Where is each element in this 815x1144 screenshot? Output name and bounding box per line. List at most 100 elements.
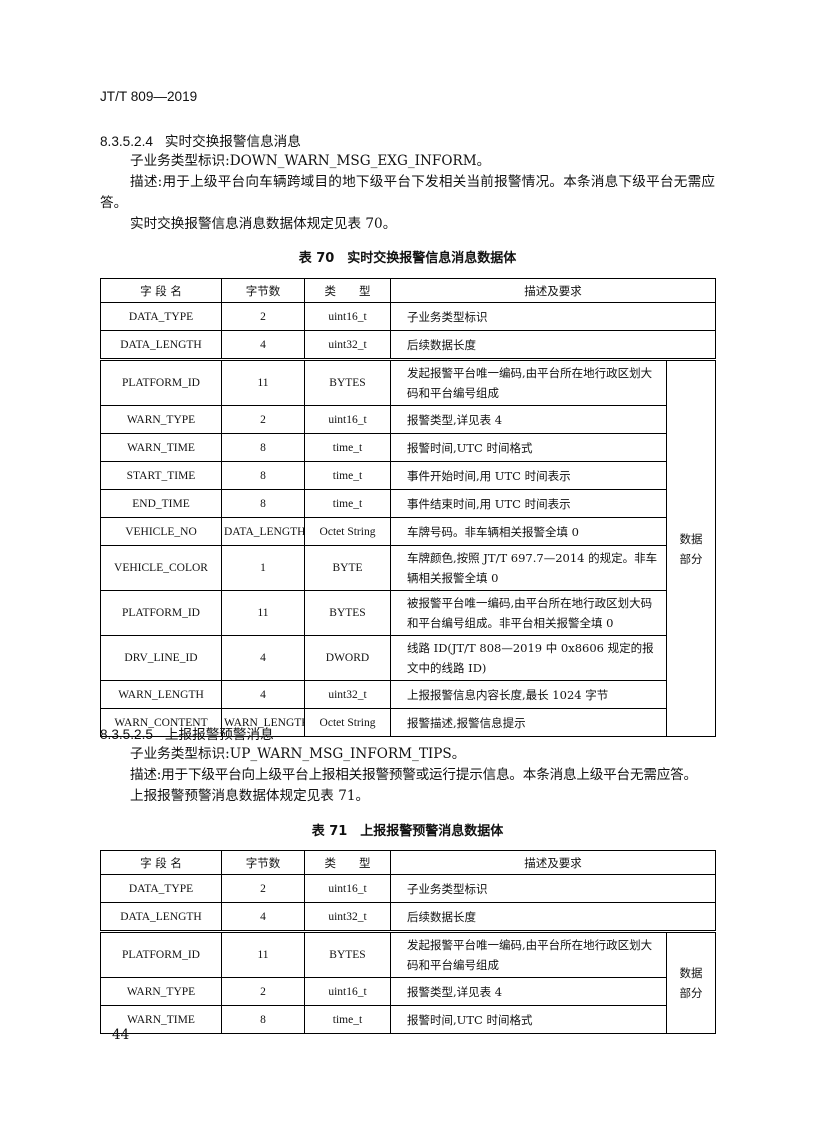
table-cell: 8 — [221, 433, 305, 462]
paragraph: 描述:用于下级平台向上级平台上报相关报警预警或运行提示信息。本条消息上级平台无需… — [130, 767, 697, 783]
section-body: 子业务类型标识:DOWN_WARN_MSG_EXG_INFORM。 描述:用于上… — [100, 151, 715, 235]
table-cell: WARN_TYPE — [100, 977, 222, 1006]
table-cell: uint16_t — [304, 405, 391, 434]
paragraph: 描述:用于上级平台向车辆跨域目的地下级平台下发相关当前报警情况。本条消息下级平台… — [100, 174, 715, 211]
table-cell: END_TIME — [100, 489, 222, 518]
table-row: WARN_TIME 8 time_t 报警时间,UTC 时间格式 — [100, 433, 716, 462]
header-row: 字 段 名字节数类 型描述及要求 — [100, 278, 716, 303]
table-cell: DATA_LENGTH — [100, 330, 222, 360]
table-cell: BYTES — [304, 358, 391, 406]
description-cell: 被报警平台唯一编码,由平台所在地行政区划大码和平台编号组成。非平台相关报警全填 … — [390, 590, 667, 636]
table-cell: uint32_t — [304, 330, 391, 360]
description-cell: 报警类型,详见表 4 — [390, 405, 667, 434]
table-cell: 11 — [221, 930, 305, 978]
table-cell: PLATFORM_ID — [100, 358, 222, 406]
paragraph: 子业务类型标识:DOWN_WARN_MSG_EXG_INFORM。 — [130, 153, 491, 169]
description-cell: 子业务类型标识 — [390, 302, 716, 331]
table-cell: VEHICLE_NO — [100, 517, 222, 546]
table-cell: DATA_LENGTH — [100, 902, 222, 932]
table-cell: 11 — [221, 358, 305, 406]
description-cell: 线路 ID(JT/T 808—2019 中 0x8606 规定的报文中的线路 I… — [390, 635, 667, 681]
description-cell: 事件结束时间,用 UTC 时间表示 — [390, 489, 667, 518]
table-body: 字 段 名字节数类 型描述及要求 DATA_TYPE 2 uint16_t 子业务类型标… — [100, 850, 716, 1034]
table-cell: BYTES — [304, 930, 391, 978]
table-cell: 8 — [221, 1005, 305, 1034]
description-cell: 后续数据长度 — [390, 330, 716, 360]
header-row: 字 段 名字节数类 型描述及要求 — [100, 850, 716, 875]
table-cell: 8 — [221, 461, 305, 490]
header-cell: 描述及要求 — [390, 850, 716, 875]
section-body: 子业务类型标识:UP_WARN_MSG_INFORM_TIPS。 描述:用于下级… — [100, 744, 715, 807]
table-row: END_TIME 8 time_t 事件结束时间,用 UTC 时间表示 — [100, 489, 716, 518]
table-row: VEHICLE_NO DATA_LENGTH Octet String 车牌号码。非车… — [100, 517, 716, 546]
description-cell: 上报报警信息内容长度,最长 1024 字节 — [390, 680, 667, 709]
table-row: START_TIME 8 time_t 事件开始时间,用 UTC 时间表示 — [100, 461, 716, 490]
table-row: VEHICLE_COLOR 1 BYTE 车牌颜色,按照 JT/T 697.7—201… — [100, 545, 716, 591]
table-cell: DATA_LENGTH — [221, 517, 305, 546]
table-cell: PLATFORM_ID — [100, 590, 222, 636]
paragraph: 子业务类型标识:UP_WARN_MSG_INFORM_TIPS。 — [130, 746, 466, 762]
description-cell: 车牌颜色,按照 JT/T 697.7—2014 的规定。非车辆相关报警全填 0 — [390, 545, 667, 591]
table-cell: 8 — [221, 489, 305, 518]
group-cell: 数据 部分 — [666, 930, 716, 1034]
section-number: 8.3.5.2.4 — [100, 134, 153, 149]
description-cell: 发起报警平台唯一编码,由平台所在地行政区划大码和平台编号组成 — [390, 930, 667, 978]
description-cell: 发起报警平台唯一编码,由平台所在地行政区划大码和平台编号组成 — [390, 358, 667, 406]
table-cell: WARN_CONTENT — [100, 708, 222, 737]
description-cell: 车牌号码。非车辆相关报警全填 0 — [390, 517, 667, 546]
table-cell: WARN_TYPE — [100, 405, 222, 434]
description-cell: 报警时间,UTC 时间格式 — [390, 433, 667, 462]
table-row: DATA_LENGTH 4 uint32_t 后续数据长度 — [100, 902, 716, 932]
table-cell: uint32_t — [304, 680, 391, 709]
section-title: 实时交换报警信息消息 — [164, 134, 301, 150]
table-cell: DATA_TYPE — [100, 874, 222, 903]
table-row: PLATFORM_ID 11 BYTES 发起报警平台唯一编码,由平台所在地行政区划大… — [100, 358, 716, 737]
description-cell: 子业务类型标识 — [390, 874, 716, 903]
table-cell: Octet String — [304, 708, 391, 737]
table-cell: time_t — [304, 461, 391, 490]
description-cell: 报警描述,报警信息提示 — [390, 708, 667, 737]
table-row: WARN_LENGTH 4 uint32_t 上报报警信息内容长度,最长 1024 字… — [100, 680, 716, 709]
table-cell: 11 — [221, 590, 305, 636]
table-cell: 1 — [221, 545, 305, 591]
data-table: 字 段 名字节数类 型描述及要求 DATA_TYPE 2 uint16_t 子业务类型标… — [100, 850, 716, 1034]
table-cell: WARN_LENGTH — [221, 708, 305, 737]
table-cell: START_TIME — [100, 461, 222, 490]
group-cell: 数据 部分 — [666, 358, 716, 737]
table-cell: DRV_LINE_ID — [100, 635, 222, 681]
table-row: WARN_TYPE 2 uint16_t 报警类型,详见表 4 — [100, 977, 716, 1006]
header-cell: 类 型 — [304, 278, 391, 303]
paragraph: 实时交换报警信息消息数据体规定见表 70。 — [130, 216, 397, 232]
table-row: DATA_TYPE 2 uint16_t 子业务类型标识 — [100, 874, 716, 903]
table-cell: time_t — [304, 1005, 391, 1034]
table-body: 字 段 名字节数类 型描述及要求 DATA_TYPE 2 uint16_t 子业务类型标… — [100, 278, 716, 737]
table-cell: 4 — [221, 680, 305, 709]
section-title: 上报报警预警消息 — [164, 727, 274, 743]
section-number: 8.3.5.2.5 — [100, 727, 153, 742]
table-cell: 2 — [221, 874, 305, 903]
table-cell: uint16_t — [304, 977, 391, 1006]
table-cell: VEHICLE_COLOR — [100, 545, 222, 591]
table-cell: 2 — [221, 302, 305, 331]
header-cell: 类 型 — [304, 850, 391, 875]
table-cell: PLATFORM_ID — [100, 930, 222, 978]
table-cell: time_t — [304, 433, 391, 462]
description-cell: 事件开始时间,用 UTC 时间表示 — [390, 461, 667, 490]
table-cell: DWORD — [304, 635, 391, 681]
table-cell: BYTES — [304, 590, 391, 636]
table-row: DATA_TYPE 2 uint16_t 子业务类型标识 — [100, 302, 716, 331]
header-cell: 字 段 名 — [100, 278, 222, 303]
table-row: WARN_TYPE 2 uint16_t 报警类型,详见表 4 — [100, 405, 716, 434]
table-caption: 表 71 上报报警预警消息数据体 — [311, 824, 504, 839]
table-caption: 表 70 实时交换报警信息消息数据体 — [298, 251, 517, 266]
table-row: WARN_TIME 8 time_t 报警时间,UTC 时间格式 — [100, 1005, 716, 1034]
table-cell: time_t — [304, 489, 391, 518]
table-row: DRV_LINE_ID 4 DWORD 线路 ID(JT/T 808—2019 中 0… — [100, 635, 716, 681]
page-number: 44 — [112, 1027, 130, 1043]
table-cell: Octet String — [304, 517, 391, 546]
description-cell: 报警类型,详见表 4 — [390, 977, 667, 1006]
table-row: PLATFORM_ID 11 BYTES 被报警平台唯一编码,由平台所在地行政区划大码… — [100, 590, 716, 636]
table-row: DATA_LENGTH 4 uint32_t 后续数据长度 — [100, 330, 716, 360]
